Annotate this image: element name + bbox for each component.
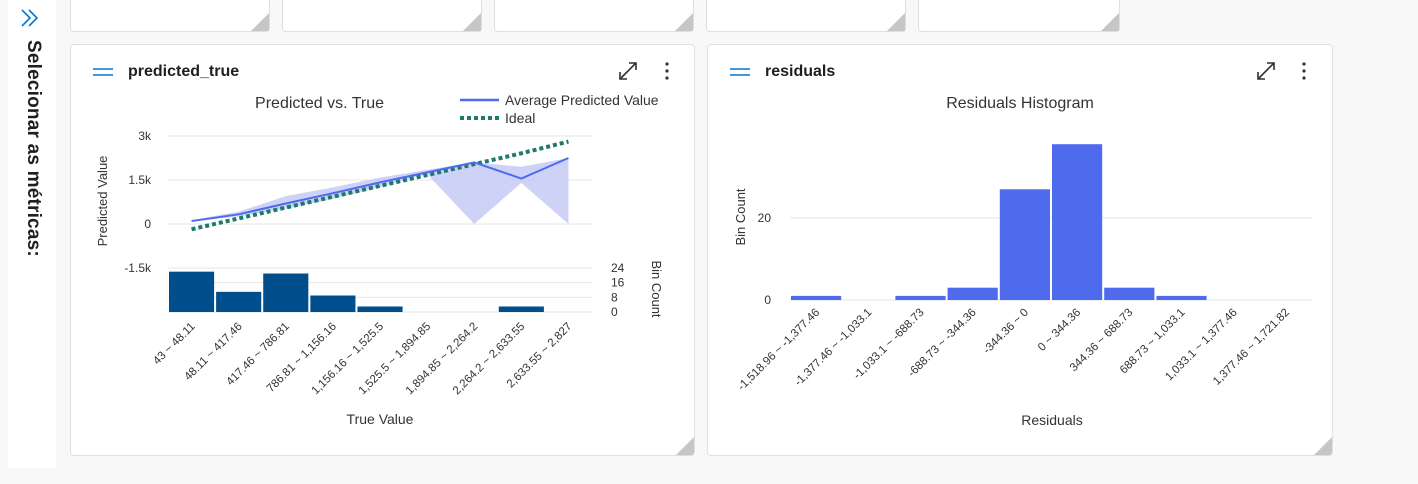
- top-card-1: [70, 0, 270, 32]
- y-axis-label: Predicted Value: [95, 156, 110, 247]
- histogram-bar: [1156, 295, 1207, 300]
- legend-ideal-label: Ideal: [505, 110, 535, 126]
- chart-title: Residuals Histogram: [946, 95, 1094, 112]
- x-tick-label: 43 ~ 48.11: [151, 321, 198, 368]
- average-predicted-line: [191, 157, 569, 223]
- card-title: residuals: [765, 63, 836, 80]
- residuals-card: residuals 20 0 -1,518.96 ~ -1,377.46 -1,37…: [707, 44, 1333, 456]
- histogram-bar: [1104, 287, 1155, 300]
- y-tick-label: 20: [758, 211, 772, 225]
- resize-corner-icon[interactable]: [1101, 13, 1119, 31]
- drag-handle-icon[interactable]: [730, 67, 750, 77]
- bin-count-bar: [310, 295, 356, 312]
- double-chevron-right-icon[interactable]: [18, 8, 42, 28]
- resize-corner-icon[interactable]: [675, 13, 693, 31]
- resize-corner-icon[interactable]: [1314, 437, 1332, 455]
- resize-corner-icon[interactable]: [251, 13, 269, 31]
- metrics-side-panel: Selecionar as métricas:: [8, 0, 56, 468]
- histogram-bar: [999, 189, 1050, 300]
- histogram-bar: [791, 295, 842, 300]
- drag-handle-icon[interactable]: [93, 67, 113, 77]
- x-axis-label: True Value: [347, 411, 414, 427]
- y-axis-label: Bin Count: [733, 188, 748, 245]
- bin-count-bar: [216, 291, 262, 312]
- resize-corner-icon[interactable]: [463, 13, 481, 31]
- top-card-4: [706, 0, 906, 32]
- bin-y-tick-label: 8: [611, 290, 618, 304]
- x-tick-label: -344.36 ~ 0: [981, 307, 1031, 357]
- card-title: predicted_true: [128, 63, 240, 80]
- chart-title: Predicted vs. True: [255, 95, 384, 112]
- bin-count-bar: [498, 306, 544, 312]
- ideal-line: [191, 139, 569, 232]
- bin-count-bar: [169, 271, 215, 312]
- side-panel-label: Selecionar as métricas:: [23, 40, 44, 257]
- more-vertical-icon[interactable]: [1298, 61, 1310, 81]
- x-tick-label: 0 ~ 344.36: [1036, 307, 1083, 354]
- bin-count-bar: [357, 306, 403, 312]
- histogram-bar: [947, 287, 998, 300]
- resize-corner-icon[interactable]: [676, 437, 694, 455]
- y-tick-label: -1.5k: [124, 261, 152, 275]
- histogram-bar: [1052, 144, 1103, 300]
- predicted-true-card: predicted_true 3k 1.5k 0 -1.5k 24 16 8 0 43 ~ …: [70, 44, 695, 456]
- maximize-icon[interactable]: [618, 61, 638, 81]
- y-tick-label: 0: [764, 293, 771, 307]
- bin-y-tick-label: 0: [611, 305, 618, 319]
- y2-axis-label: Bin Count: [649, 260, 664, 317]
- bin-count-bar: [263, 273, 309, 312]
- top-card-3: [494, 0, 694, 32]
- top-card-2: [282, 0, 482, 32]
- x-axis-label: Residuals: [1021, 412, 1082, 428]
- y-tick-label: 0: [144, 217, 151, 231]
- y-tick-label: 1.5k: [128, 173, 152, 187]
- maximize-icon[interactable]: [1256, 61, 1276, 81]
- bin-y-tick-label: 24: [611, 261, 625, 275]
- resize-corner-icon[interactable]: [887, 13, 905, 31]
- residuals-histogram-chart: 200 -1,518.96 ~ -1,377.46-1,377.46 ~ -1,…: [733, 95, 1312, 428]
- histogram-bar: [895, 295, 946, 300]
- more-vertical-icon[interactable]: [661, 61, 673, 81]
- legend-average-label: Average Predicted Value: [505, 92, 659, 108]
- bin-y-tick-label: 16: [611, 276, 625, 290]
- top-card-5: [918, 0, 1120, 32]
- confidence-band: [191, 158, 569, 224]
- y-tick-label: 3k: [138, 129, 152, 143]
